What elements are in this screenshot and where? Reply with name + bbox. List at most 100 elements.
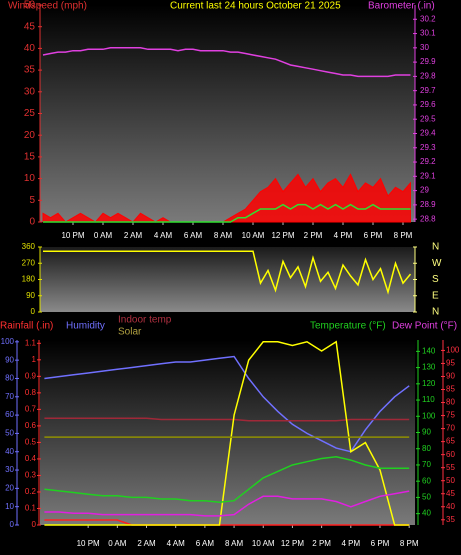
- line: [43, 250, 412, 295]
- y-tick-label: W: [432, 258, 442, 269]
- y-tick-label: 270: [22, 258, 36, 267]
- y-tick-label: 50: [422, 493, 431, 502]
- x-tick-label: 8 PM: [394, 231, 413, 240]
- y-tick-label: 29.8: [420, 71, 436, 80]
- legend-label: Indoor temp: [118, 315, 172, 326]
- y-tick-label: 90: [446, 372, 455, 381]
- y-tick-label: 0.1: [25, 504, 37, 513]
- y-tick-label: 40: [24, 43, 36, 54]
- y-tick-label: 80: [446, 398, 455, 407]
- x-tick-label: 4 AM: [167, 539, 186, 548]
- y-tick-label: 0: [32, 520, 37, 529]
- y-tick-label: 70: [422, 460, 431, 469]
- y-tick-label: 55: [446, 463, 455, 472]
- y-tick-label: 29: [420, 186, 429, 195]
- y-tick-label: 80: [422, 444, 431, 453]
- legend-label: Barometer (.in): [368, 1, 435, 12]
- y-tick-label: 110: [422, 395, 435, 404]
- x-tick-label: 6 PM: [371, 539, 390, 548]
- y-tick-label: 40: [422, 509, 431, 518]
- y-tick-label: 0.4: [25, 454, 37, 463]
- line: [42, 47, 411, 78]
- y-tick-label: 40: [446, 502, 455, 511]
- plot-area: [40, 247, 415, 312]
- x-tick-label: 12 PM: [271, 231, 294, 240]
- y-tick-label: 29.5: [420, 114, 436, 123]
- y-tick-label: 30: [5, 465, 14, 474]
- y-tick-label: 100: [422, 411, 436, 420]
- y-tick-label: 60: [422, 476, 431, 485]
- y-tick-label: N: [432, 307, 439, 318]
- y-tick-label: 35: [24, 65, 36, 76]
- x-tick-label: 10 AM: [242, 231, 265, 240]
- y-tick-label: 70: [5, 392, 14, 401]
- y-tick-label: 0.8: [25, 388, 37, 397]
- y-tick-label: 65: [446, 437, 455, 446]
- y-tick-label: 50: [5, 429, 14, 438]
- plot-area: [40, 5, 415, 222]
- x-tick-label: 10 PM: [61, 231, 84, 240]
- y-tick-label: 180: [22, 275, 36, 284]
- line: [43, 203, 411, 223]
- x-tick-label: 10 PM: [77, 539, 100, 548]
- legend-label: Windspeed (mph): [8, 1, 87, 12]
- x-tick-label: 4 PM: [341, 539, 360, 548]
- y-tick-label: 45: [24, 21, 36, 32]
- y-tick-label: 1.1: [25, 338, 37, 347]
- y-tick-label: 29.3: [420, 143, 436, 152]
- y-tick-label: 20: [24, 130, 36, 141]
- y-tick-label: 30: [420, 43, 429, 52]
- y-tick-label: 90: [5, 355, 14, 364]
- x-tick-label: 6 AM: [196, 539, 215, 548]
- x-tick-label: 4 PM: [334, 231, 353, 240]
- y-tick-label: 30.1: [420, 29, 436, 38]
- y-tick-label: 35: [446, 515, 455, 524]
- line: [44, 490, 410, 517]
- y-tick-label: 90: [422, 428, 431, 437]
- y-tick-label: 0.7: [25, 404, 37, 413]
- y-tick-label: 100: [1, 337, 15, 346]
- y-tick-label: 0: [31, 307, 36, 316]
- plot-area: [40, 340, 415, 525]
- x-tick-label: 2 AM: [137, 539, 156, 548]
- y-tick-label: 29.4: [420, 129, 436, 138]
- y-tick-label: 1: [32, 355, 37, 364]
- y-tick-label: 29.7: [420, 86, 436, 95]
- line: [44, 519, 410, 526]
- line: [44, 456, 410, 504]
- y-tick-label: 0: [10, 520, 15, 529]
- y-tick-label: 90: [26, 291, 35, 300]
- y-tick-label: 50: [446, 476, 455, 485]
- y-tick-label: 29.6: [420, 100, 436, 109]
- y-tick-label: 10: [24, 173, 36, 184]
- y-tick-label: 28.8: [420, 214, 436, 223]
- y-tick-label: 85: [446, 385, 455, 394]
- line: [44, 417, 410, 422]
- y-tick-label: 60: [446, 450, 455, 459]
- y-tick-label: 360: [22, 242, 36, 251]
- y-tick-label: 15: [24, 152, 36, 163]
- y-tick-label: 50: [24, 0, 36, 11]
- y-tick-label: 0.6: [25, 421, 37, 430]
- y-tick-label: 0: [29, 217, 35, 228]
- x-tick-label: 6 AM: [184, 231, 203, 240]
- x-tick-label: 10 AM: [252, 539, 275, 548]
- y-tick-label: 5: [29, 195, 35, 206]
- y-tick-label: 95: [446, 359, 455, 368]
- y-tick-label: 40: [5, 447, 14, 456]
- legend-label: Humidity: [66, 321, 105, 332]
- legend-label: Temperature (°F): [310, 321, 386, 332]
- chart-title: Current last 24 hours October 21 2025: [170, 1, 341, 12]
- y-tick-label: 0.5: [25, 438, 37, 447]
- line: [44, 340, 410, 526]
- y-tick-label: 140: [422, 346, 436, 355]
- y-tick-label: 100: [446, 346, 460, 355]
- x-tick-label: 6 PM: [364, 231, 383, 240]
- y-tick-label: 28.9: [420, 200, 436, 209]
- x-tick-label: 8 AM: [214, 231, 233, 240]
- legend-label: Solar: [118, 327, 142, 338]
- y-tick-label: 29.1: [420, 171, 436, 180]
- y-tick-label: 30.2: [420, 14, 436, 23]
